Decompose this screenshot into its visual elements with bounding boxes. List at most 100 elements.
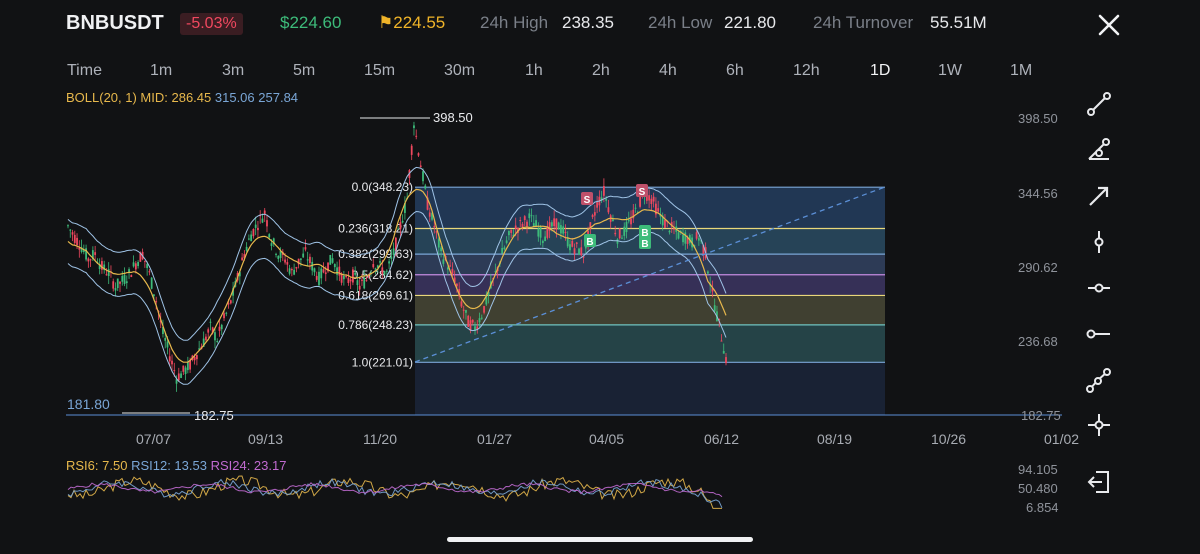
candle-body: [480, 317, 483, 319]
tab-time[interactable]: Time: [67, 62, 102, 79]
symbol-name[interactable]: BNBUSDT: [66, 12, 164, 34]
arrow-line-icon[interactable]: [1086, 183, 1112, 209]
candle-body: [700, 240, 703, 242]
candle-body: [562, 226, 565, 234]
candle-body: [702, 245, 705, 254]
tab-1d[interactable]: 1D: [870, 62, 891, 79]
candle-body: [584, 241, 587, 249]
date-tick: 11/20: [363, 431, 397, 447]
tab-15m[interactable]: 15m: [364, 62, 396, 79]
candle-body: [519, 220, 522, 222]
close-icon[interactable]: [1096, 12, 1122, 38]
candle-body: [521, 223, 524, 228]
trend-line[interactable]: [414, 186, 886, 363]
candle-body: [293, 269, 296, 275]
candle-body: [679, 230, 682, 233]
candle-body: [148, 271, 151, 273]
candle-body: [162, 327, 164, 335]
candle-body: [426, 197, 429, 210]
boll-mid-line: [67, 188, 727, 363]
change-badge: -5.03%: [180, 13, 243, 35]
tab-30m[interactable]: 30m: [444, 62, 476, 79]
candle-body: [311, 261, 314, 271]
candle-body: [456, 283, 458, 287]
candle-body: [648, 195, 651, 201]
high-label: 24h High: [480, 13, 549, 32]
candle-body: [541, 240, 544, 243]
candle-body: [250, 234, 253, 242]
candle-body: [309, 256, 311, 264]
crosshair-icon[interactable]: [1086, 412, 1112, 438]
candle-body: [498, 262, 501, 265]
candle-body: [361, 279, 363, 281]
vertical-line-icon[interactable]: [1086, 229, 1112, 255]
rsi6-line: [67, 475, 722, 509]
candle-body: [535, 220, 537, 227]
candle-body: [532, 223, 535, 228]
ray-angle-icon[interactable]: [1086, 137, 1112, 163]
rsi24-line: [67, 482, 723, 498]
candle-body: [71, 232, 74, 235]
tab-6h[interactable]: 6h: [726, 62, 744, 79]
candle-body: [329, 254, 332, 265]
candle-body: [682, 234, 684, 243]
tab-12h[interactable]: 12h: [793, 62, 820, 79]
fibonacci-retracement[interactable]: 0.0(348.23) 0.236(318.21) 0.382(299.63) 0.5…: [338, 180, 885, 415]
fib-level-label: 0.236(318.21): [338, 222, 413, 236]
candle-body: [130, 275, 133, 277]
candle-body: [94, 252, 97, 255]
fib-level-label: 0.382(299.63): [338, 247, 413, 261]
candle-body: [444, 255, 447, 260]
candle-body: [722, 351, 725, 354]
tab-1w[interactable]: 1W: [938, 62, 962, 79]
candle-body: [557, 222, 560, 230]
candle-body: [446, 267, 449, 270]
tab-1m[interactable]: 1m: [150, 62, 173, 79]
candle-body: [195, 355, 198, 360]
candle-body: [385, 270, 388, 272]
candle-body: [471, 319, 474, 323]
candle-body: [164, 337, 167, 341]
candle-body: [232, 288, 234, 296]
candle-body: [404, 202, 406, 213]
candle-body: [207, 329, 210, 333]
horizontal-line-icon[interactable]: [1086, 321, 1112, 347]
candle-body: [340, 273, 343, 283]
candle-body: [650, 198, 653, 204]
tab-4h[interactable]: 4h: [659, 62, 677, 79]
polyline-icon[interactable]: [1086, 367, 1112, 393]
candle-body: [526, 221, 528, 227]
candle-body: [286, 262, 289, 265]
candle-body: [673, 228, 675, 230]
candle-body: [80, 247, 83, 252]
candle-body: [709, 284, 712, 286]
candle-body: [435, 231, 438, 233]
candle-body: [98, 263, 101, 269]
tab-3m[interactable]: 3m: [222, 62, 245, 79]
trend-line-icon[interactable]: [1086, 91, 1112, 117]
candle-body: [132, 262, 135, 267]
candle-body: [220, 324, 223, 330]
candle-body: [560, 225, 562, 234]
tab-1h[interactable]: 1h: [525, 62, 543, 79]
candle-body: [101, 261, 103, 270]
home-indicator[interactable]: [447, 537, 753, 542]
high-value: 238.35: [562, 13, 614, 32]
candle-body: [431, 212, 433, 220]
candle-body: [277, 255, 280, 259]
candle-body: [263, 210, 266, 215]
tab-1m-month[interactable]: 1M: [1010, 62, 1033, 79]
candle-body: [422, 171, 424, 182]
candle-body: [636, 212, 639, 214]
tab-2h[interactable]: 2h: [592, 62, 610, 79]
candle-body: [110, 271, 112, 273]
candle-body: [602, 186, 605, 196]
tab-5m[interactable]: 5m: [293, 62, 316, 79]
candle-body: [616, 239, 619, 244]
candle-body: [467, 315, 470, 327]
candle-body: [401, 220, 404, 223]
horizontal-ray-icon[interactable]: [1086, 275, 1112, 301]
exit-icon[interactable]: [1086, 469, 1112, 495]
fib-zone: [415, 295, 885, 325]
candle-body: [711, 288, 714, 292]
